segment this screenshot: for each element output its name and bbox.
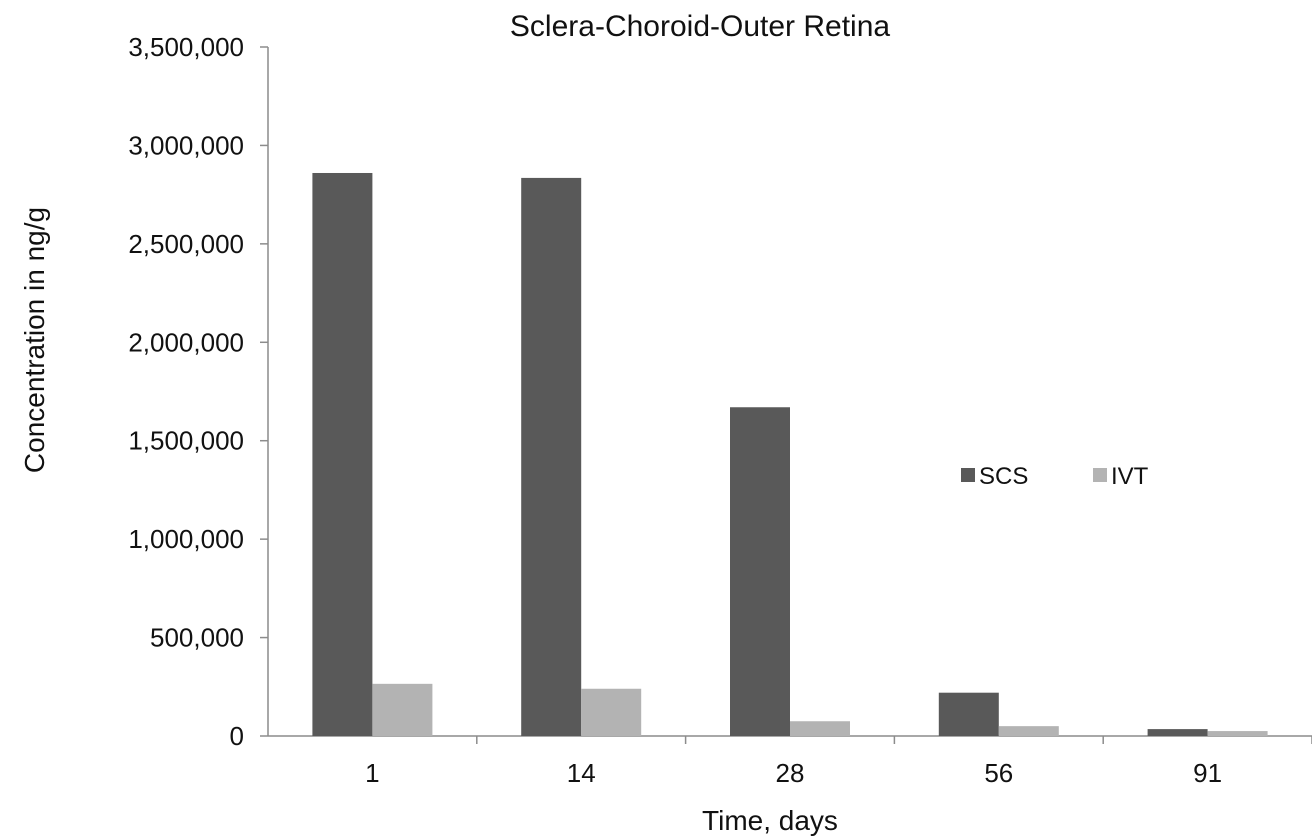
bar-scs-14 [521,177,582,736]
y-tick-label: 500,000 [150,623,244,653]
y-tick-label: 2,000,000 [128,327,244,357]
bar-scs-28 [730,407,790,736]
y-tick-label: 0 [230,721,244,751]
x-tick-label: 56 [984,758,1013,788]
bar-ivt-56 [998,726,1059,736]
x-tick-label: 91 [1193,758,1222,788]
legend-label-ivt: IVT [1111,463,1149,490]
bar-scs-56 [938,692,999,736]
y-tick-label: 1,500,000 [128,426,244,456]
legend-swatch-ivt [1093,468,1107,482]
legend-swatch-scs [961,468,975,482]
x-tick-label: 1 [365,758,379,788]
y-tick-label: 2,500,000 [128,229,244,259]
bar-ivt-28 [790,721,850,736]
bar-ivt-91 [1207,731,1268,736]
y-tick-label: 3,000,000 [128,130,244,160]
bar-ivt-14 [581,688,642,736]
bar-scs-91 [1147,729,1208,736]
x-tick-label: 14 [567,758,596,788]
y-axis-title: Concentration in ng/g [19,207,50,473]
axes: 0 500,000 1,000,000 1,500,000 2,000,000 2,500… [128,32,1312,788]
y-tick-label: 1,000,000 [128,524,244,554]
legend: SCS IVT [961,463,1149,490]
bars [312,172,1268,736]
x-axis-title: Time, days [702,805,838,836]
chart-title: Sclera-Choroid-Outer Retina [510,10,890,43]
legend-label-scs: SCS [979,463,1028,490]
bar-ivt-1 [372,683,433,736]
bar-scs-1 [312,172,373,736]
x-tick-label: 28 [776,758,805,788]
y-tick-label: 3,500,000 [128,32,244,62]
